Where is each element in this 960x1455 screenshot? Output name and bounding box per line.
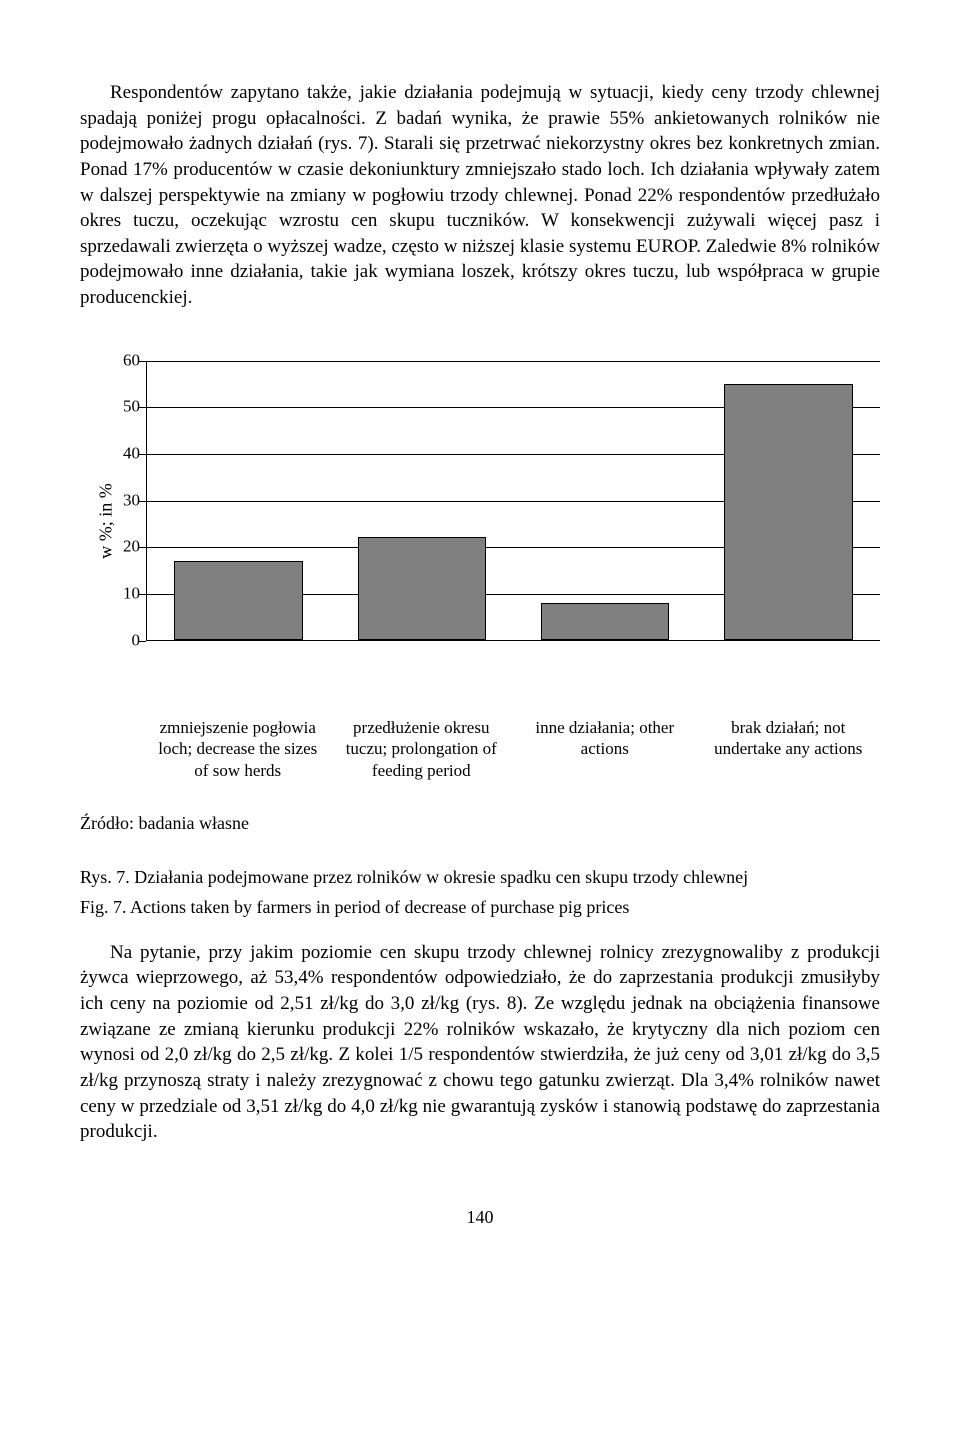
- y-tick-mark: [139, 361, 146, 362]
- y-tick-mark: [139, 641, 146, 642]
- y-tick-mark: [139, 454, 146, 455]
- x-axis-label: zmniejszenie pogłowia loch; decrease the…: [146, 713, 330, 781]
- bar-chart: w %; in % 0102030405060 zmniejszenie pog…: [100, 361, 880, 681]
- chart-bar: [724, 384, 852, 640]
- y-tick-mark: [139, 547, 146, 548]
- y-tick-label: 30: [112, 489, 140, 512]
- bar-slot: [147, 361, 330, 640]
- x-axis-label: brak działań; not undertake any actions: [697, 713, 881, 781]
- y-tick-label: 10: [112, 583, 140, 606]
- bar-slot: [697, 361, 880, 640]
- y-tick-label: 60: [112, 349, 140, 372]
- y-tick-label: 0: [112, 629, 140, 652]
- figure-caption-pl: Rys. 7. Działania podejmowane przez roln…: [80, 865, 880, 889]
- page-number: 140: [80, 1205, 880, 1229]
- chart-bar: [174, 561, 302, 640]
- chart-bar: [358, 537, 486, 639]
- chart-plot-area: [146, 361, 880, 641]
- chart-bar: [541, 603, 669, 640]
- body-paragraph-1: Respondentów zapytano także, jakie dział…: [80, 80, 880, 311]
- y-tick-mark: [139, 594, 146, 595]
- chart-source: Źródło: badania własne: [80, 811, 880, 835]
- y-tick-label: 50: [112, 396, 140, 419]
- y-tick-label: 40: [112, 443, 140, 466]
- chart-container: w %; in % 0102030405060 zmniejszenie pog…: [100, 361, 880, 681]
- bar-slot: [330, 361, 513, 640]
- x-axis-label: przedłużenie okresu tuczu; prolongation …: [330, 713, 514, 781]
- x-axis-label: inne działania; other actions: [513, 713, 697, 781]
- y-tick-label: 20: [112, 536, 140, 559]
- bar-slot: [514, 361, 697, 640]
- y-tick-mark: [139, 407, 146, 408]
- figure-caption-en: Fig. 7. Actions taken by farmers in peri…: [80, 895, 880, 919]
- body-paragraph-2: Na pytanie, przy jakim poziomie cen skup…: [80, 940, 880, 1145]
- y-tick-mark: [139, 501, 146, 502]
